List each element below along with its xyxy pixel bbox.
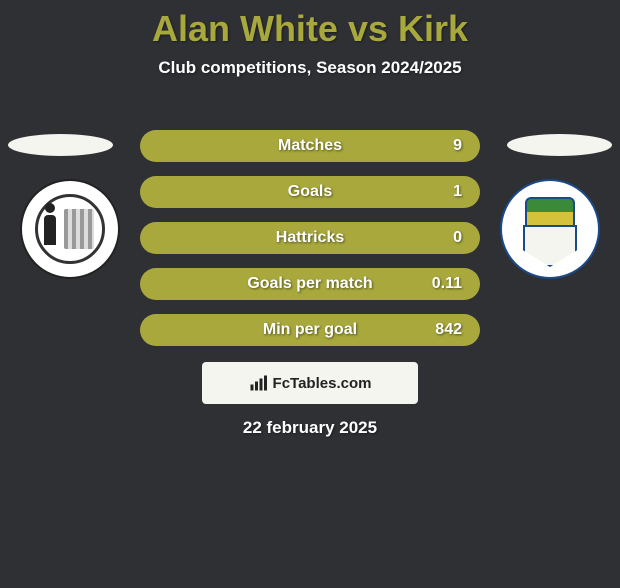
stat-label: Goals xyxy=(288,183,332,201)
stat-value: 9 xyxy=(453,137,462,155)
footer-site-label: FcTables.com xyxy=(273,375,372,392)
stat-bar-goals: Goals 1 xyxy=(140,176,480,208)
page-title: Alan White vs Kirk xyxy=(0,8,620,50)
stat-bar-matches: Matches 9 xyxy=(140,130,480,162)
left-player-oval xyxy=(8,134,113,156)
footer-date: 22 february 2025 xyxy=(0,418,620,438)
stat-bar-min-per-goal: Min per goal 842 xyxy=(140,314,480,346)
right-player-oval xyxy=(507,134,612,156)
left-club-logo xyxy=(20,179,120,279)
stat-label: Goals per match xyxy=(247,275,372,293)
stat-label: Hattricks xyxy=(276,229,344,247)
page-subtitle: Club competitions, Season 2024/2025 xyxy=(0,58,620,78)
stat-bar-hattricks: Hattricks 0 xyxy=(140,222,480,254)
sutton-logo-icon xyxy=(510,189,590,269)
stat-label: Matches xyxy=(278,137,342,155)
stat-label: Min per goal xyxy=(263,321,357,339)
stat-value: 0.11 xyxy=(432,275,462,293)
footer-attribution[interactable]: FcTables.com xyxy=(202,362,418,404)
stats-container: Matches 9 Goals 1 Hattricks 0 Goals per … xyxy=(140,130,480,360)
right-club-logo xyxy=(500,179,600,279)
bars-chart-icon xyxy=(249,374,267,392)
stat-value: 1 xyxy=(453,183,462,201)
stat-value: 842 xyxy=(435,321,462,339)
stat-value: 0 xyxy=(453,229,462,247)
gateshead-logo-icon xyxy=(35,194,105,264)
stat-bar-goals-per-match: Goals per match 0.11 xyxy=(140,268,480,300)
